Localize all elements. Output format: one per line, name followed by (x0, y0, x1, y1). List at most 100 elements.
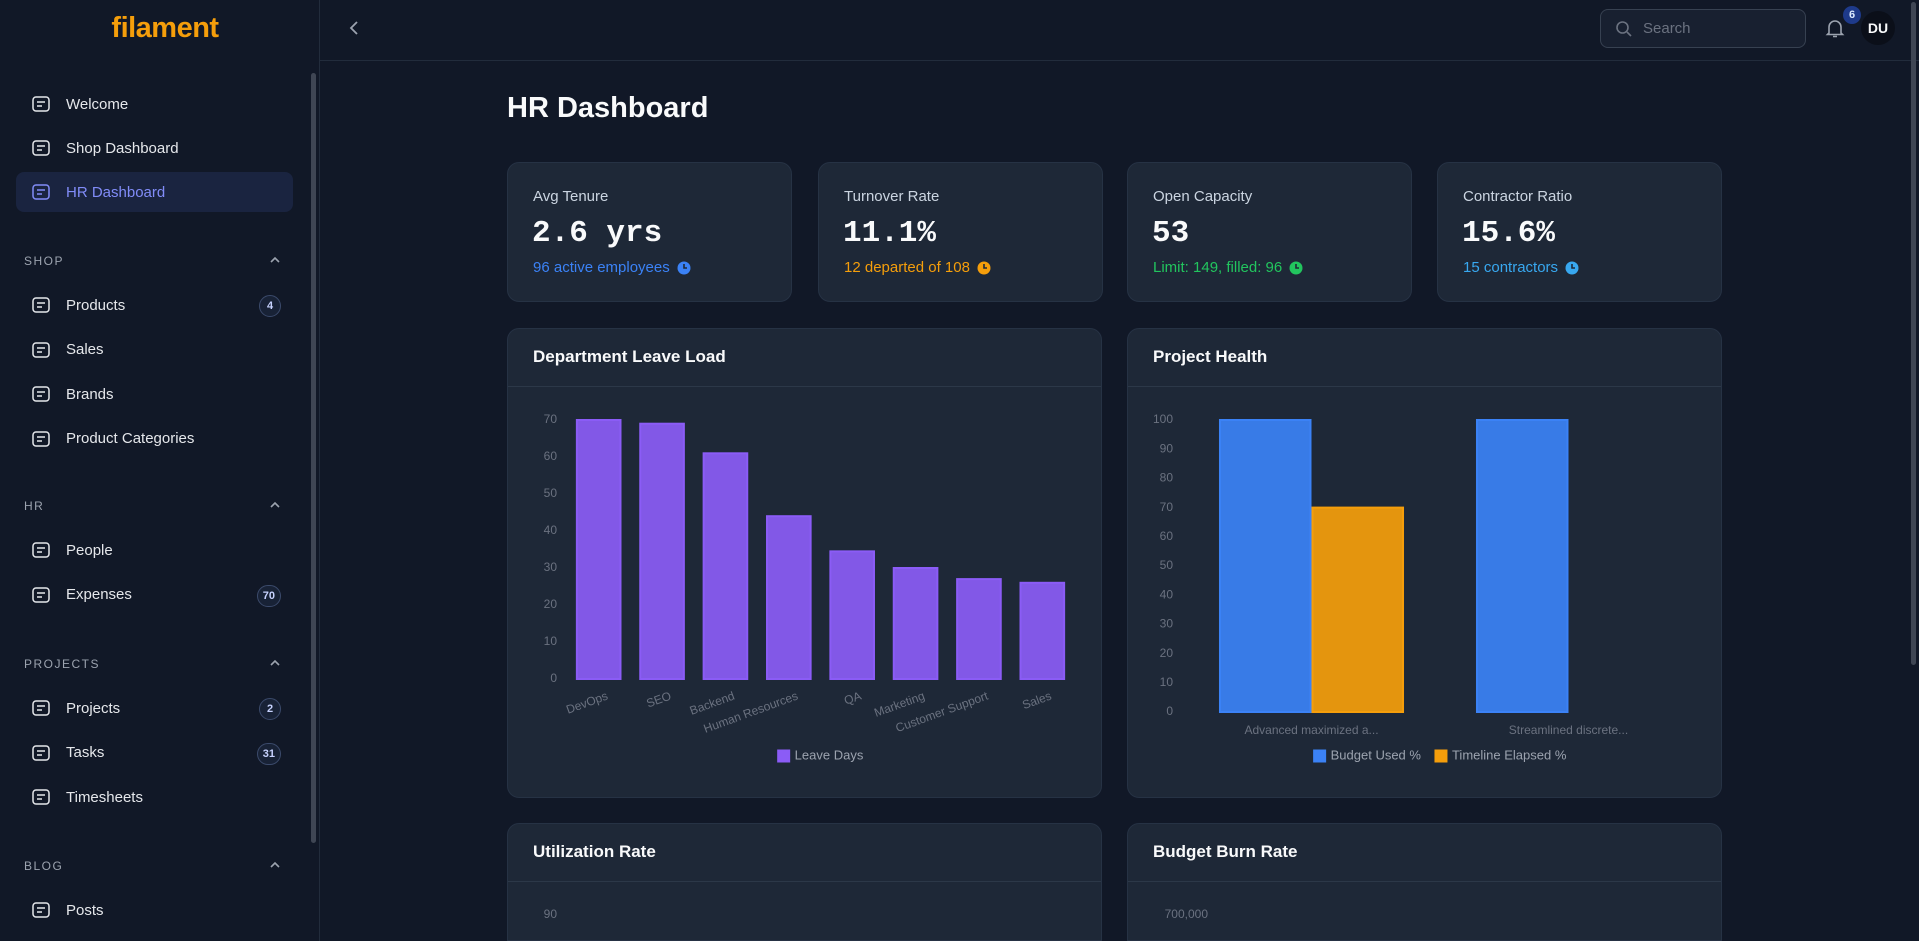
stat-card: Contractor Ratio 15.6% 15 contractors (1437, 162, 1722, 302)
stat-description-text: 15 contractors (1463, 259, 1559, 276)
nav-item[interactable]: Products 4 (16, 285, 293, 325)
nav-group-label: SHOP (24, 254, 65, 268)
y-tick-label: 0 (1166, 704, 1173, 718)
icon-shape (682, 263, 687, 269)
icon-shape (32, 700, 50, 716)
icon-shape (37, 705, 45, 711)
group-collapse[interactable] (268, 858, 282, 872)
nav-label: Products (66, 296, 126, 314)
topbar (320, 0, 1919, 61)
y-tick-label: 40 (1160, 587, 1174, 601)
y-tick-label: 70 (544, 412, 558, 426)
chart-title: Budget Burn Rate (1153, 842, 1298, 861)
icon-shape (37, 391, 45, 397)
nav-item[interactable]: Tasks 31 (16, 733, 293, 773)
nav-badge: 2 (259, 698, 281, 720)
nav-label: Product Categories (66, 430, 195, 447)
stat-value: 11.1% (843, 216, 937, 251)
legend: Leave Days (777, 747, 864, 763)
nav-item[interactable]: Expenses 70 (16, 575, 293, 615)
bar (575, 419, 622, 680)
stat-label: Contractor Ratio (1463, 188, 1573, 205)
nav-icon (32, 700, 50, 716)
y-tick-label: 10 (544, 634, 558, 648)
chart: 700,000 (1165, 907, 1209, 921)
group-collapse[interactable] (268, 656, 282, 670)
icon-shape (983, 263, 987, 269)
icon-shape (37, 302, 45, 308)
stat-label: Open Capacity (1153, 188, 1253, 205)
nav-badge: 31 (256, 742, 281, 765)
x-tick-label: DevOps (564, 689, 610, 717)
stat-icon (977, 261, 991, 274)
stat-icon (1289, 261, 1303, 274)
stat-card: Open Capacity 53 Limit: 149, filled: 96 (1127, 162, 1412, 302)
nav-item[interactable]: HR Dashboard (16, 172, 293, 212)
chart-card: Utilization Rate 90 (507, 823, 1102, 941)
chart-title: Project Health (1153, 347, 1268, 366)
nav-item[interactable]: Welcome (16, 84, 293, 124)
nav-item[interactable]: Posts (16, 890, 293, 930)
stat-description: 96 active employees (533, 259, 692, 276)
legend: Budget Used % Timeline Elapsed % (1313, 747, 1567, 763)
chevron (270, 659, 280, 666)
stat-description: Limit: 149, filled: 96 (1153, 259, 1304, 276)
stat-description: 12 departed of 108 (844, 259, 992, 276)
chart-card: Project Health 0 10 20 30 40 50 60 70 80 90 100 Adva… (1127, 328, 1722, 798)
nav-label: HR Dashboard (66, 183, 166, 201)
page-scrollbar[interactable] (1911, 2, 1916, 665)
legend-swatch (1434, 749, 1448, 763)
y-tick-label: 0 (550, 671, 557, 685)
icon-shape (32, 744, 50, 761)
nav-label: Sales (66, 341, 104, 358)
legend-label: Leave Days (795, 747, 864, 762)
y-tick-label: 100 (1153, 412, 1173, 426)
x-tick-label: QA (842, 689, 863, 708)
nav-item[interactable]: Sales (16, 330, 293, 370)
user-avatar[interactable]: DU (1861, 11, 1895, 45)
stat-label: Turnover Rate (844, 188, 940, 205)
stat-description-text: 96 active employees (533, 259, 670, 276)
nav-badge: 70 (256, 584, 281, 607)
icon-shape (37, 591, 45, 598)
stat-card: Avg Tenure 2.6 yrs 96 active employees (507, 162, 792, 302)
icon-shape (1571, 263, 1576, 269)
x-tick-label: Advanced maximized a... (1244, 723, 1378, 737)
nav-item[interactable]: Product Categories (16, 419, 293, 459)
notifications-button[interactable] (1823, 16, 1847, 40)
nav-label: Timesheets (66, 788, 143, 806)
chart-card: Department Leave Load 0 10 20 30 40 50 60 70 DevO… (507, 328, 1102, 798)
stat-card: Turnover Rate 11.1% 12 departed of 108 (818, 162, 1103, 302)
icon-shape (37, 145, 45, 151)
nav-item[interactable]: People (16, 530, 293, 570)
sidebar-scrollbar[interactable] (311, 73, 316, 843)
x-tick-label: Sales (1020, 689, 1053, 712)
icon-shape (32, 902, 50, 918)
y-tick-label: 80 (1160, 471, 1174, 485)
group-collapse[interactable] (268, 253, 282, 267)
bar (1475, 419, 1569, 713)
y-tick-label: 50 (1160, 558, 1174, 572)
icon-shape (32, 184, 50, 200)
nav-badge: 4 (259, 295, 281, 317)
icon-shape (37, 101, 45, 107)
nav-item[interactable]: Brands (16, 374, 293, 414)
x-tick-label: SEO (644, 689, 673, 711)
stat-icon (677, 261, 691, 274)
icon-shape (37, 794, 45, 800)
y-tick-label: 20 (1160, 646, 1174, 660)
group-collapse[interactable] (268, 498, 282, 512)
y-tick-label: 30 (544, 560, 558, 574)
nav-label: People (66, 541, 113, 559)
brand-logo[interactable]: filament (111, 12, 219, 44)
collapse-button[interactable] (346, 19, 364, 37)
nav-icon (32, 902, 50, 918)
bar (765, 515, 812, 680)
nav-item[interactable]: Shop Dashboard (16, 128, 293, 168)
search-box[interactable]: Search (1600, 9, 1806, 48)
stat-description-text: 12 departed of 108 (844, 259, 970, 276)
nav-item[interactable]: Timesheets (16, 777, 293, 817)
nav-item[interactable]: Projects 2 (16, 688, 293, 728)
bar (1218, 419, 1312, 713)
